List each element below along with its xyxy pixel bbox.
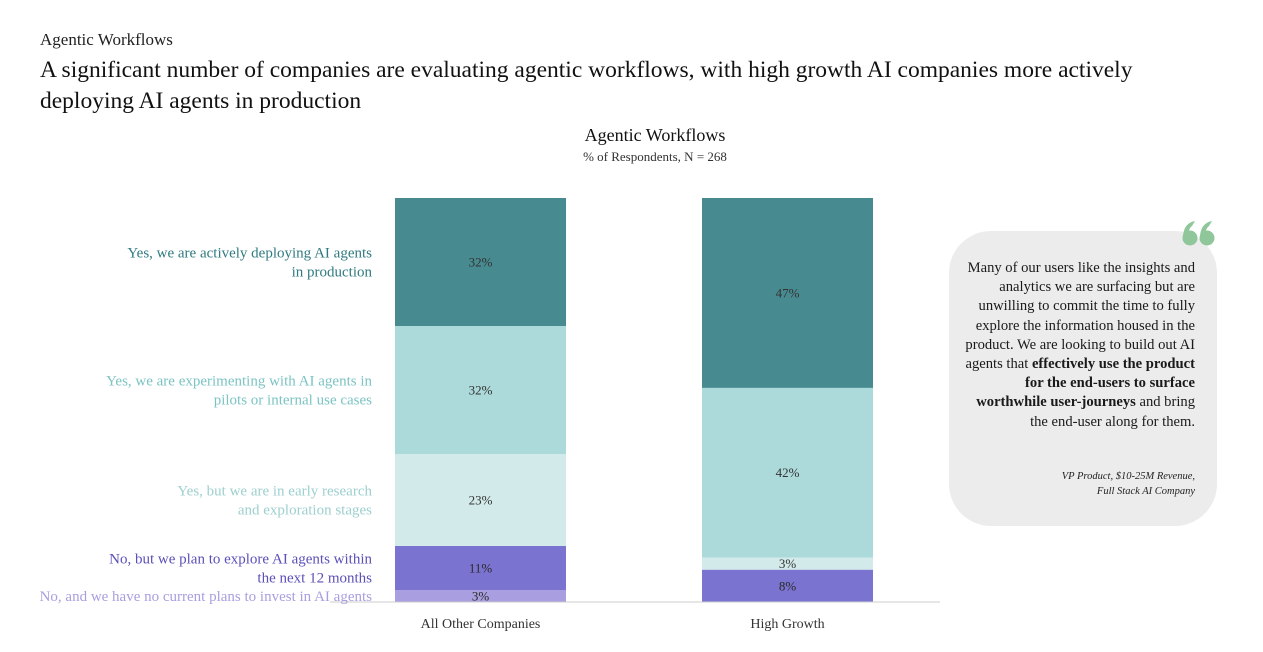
legend-label: Yes, but we are in early research <box>177 484 372 500</box>
legend-label: the next 12 months <box>257 571 372 587</box>
eyebrow-title: Agentic Workflows <box>40 30 173 49</box>
bar-value-label: 8% <box>779 578 797 593</box>
bar-value-label: 11% <box>469 561 493 576</box>
legend-label: and exploration stages <box>238 503 372 519</box>
legend-label: Yes, we are actively deploying AI agents <box>127 246 372 262</box>
bar-value-label: 47% <box>776 285 800 300</box>
bar-value-label: 3% <box>472 589 490 604</box>
bar-value-label: 3% <box>779 556 797 571</box>
legend-label: in production <box>292 265 373 281</box>
chart-subtitle: % of Respondents, N = 268 <box>583 149 727 164</box>
bar-value-label: 32% <box>469 383 493 398</box>
quote-icon <box>1182 221 1215 246</box>
quote-segment: Many of our users like the insights and … <box>965 260 1195 373</box>
chart-title: Agentic Workflows <box>584 125 726 145</box>
stacked-bar-chart: 3% 11% 23% 32% 32% All Other Companies 8% 3% 42%… <box>40 198 940 632</box>
quote-attribution-company: Full Stack AI Company <box>1096 486 1195 497</box>
bar-segment <box>395 546 566 590</box>
legend-label: Yes, we are experimenting with AI agents… <box>106 374 372 390</box>
legend-label: No, but we plan to explore AI agents wit… <box>109 552 372 568</box>
bar-segment <box>702 557 873 570</box>
bar-segment <box>395 198 566 326</box>
bar-value-label: 32% <box>469 255 493 270</box>
bar-segment <box>702 387 873 558</box>
legend-label: No, and we have no current plans to inve… <box>40 589 373 605</box>
headline: A significant number of companies are ev… <box>40 57 1133 114</box>
bar-segment <box>702 569 873 602</box>
bar-segment <box>395 326 566 454</box>
bar-segment <box>702 198 873 388</box>
bar-segment <box>395 590 566 602</box>
quote-attribution-role: VP Product, $10-25M Revenue, <box>1061 471 1195 482</box>
bar-segment <box>395 454 566 546</box>
x-axis-tick-label: All Other Companies <box>421 617 541 632</box>
bar-value-label: 42% <box>776 465 800 480</box>
quote-segment: and bring the end-user along for them. <box>1030 394 1195 430</box>
quote-text: Many of our users like the insights and … <box>965 259 1195 432</box>
legend-label: pilots or internal use cases <box>214 393 372 409</box>
quote-highlight: effectively use the product for the end-… <box>976 356 1195 411</box>
x-axis-tick-label: High Growth <box>750 617 824 632</box>
quote-box: Many of our users like the insights and … <box>949 231 1217 526</box>
quote-attribution: VP Product, $10-25M Revenue, Full Stack … <box>965 469 1195 499</box>
bar-value-label: 23% <box>469 493 493 508</box>
